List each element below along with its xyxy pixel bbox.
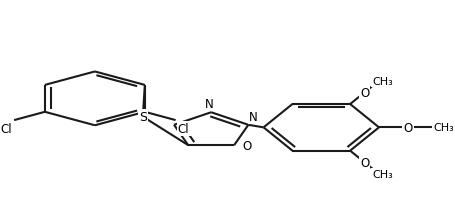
Text: Cl: Cl xyxy=(177,123,189,136)
Text: N: N xyxy=(249,110,258,123)
Text: Cl: Cl xyxy=(0,123,12,136)
Text: CH₃: CH₃ xyxy=(371,76,392,86)
Text: O: O xyxy=(359,156,369,169)
Text: O: O xyxy=(402,121,412,134)
Text: CH₃: CH₃ xyxy=(371,169,392,179)
Text: N: N xyxy=(204,97,213,110)
Text: O: O xyxy=(359,87,369,99)
Text: O: O xyxy=(242,139,251,152)
Text: S: S xyxy=(138,111,147,123)
Text: CH₃: CH₃ xyxy=(432,123,453,133)
